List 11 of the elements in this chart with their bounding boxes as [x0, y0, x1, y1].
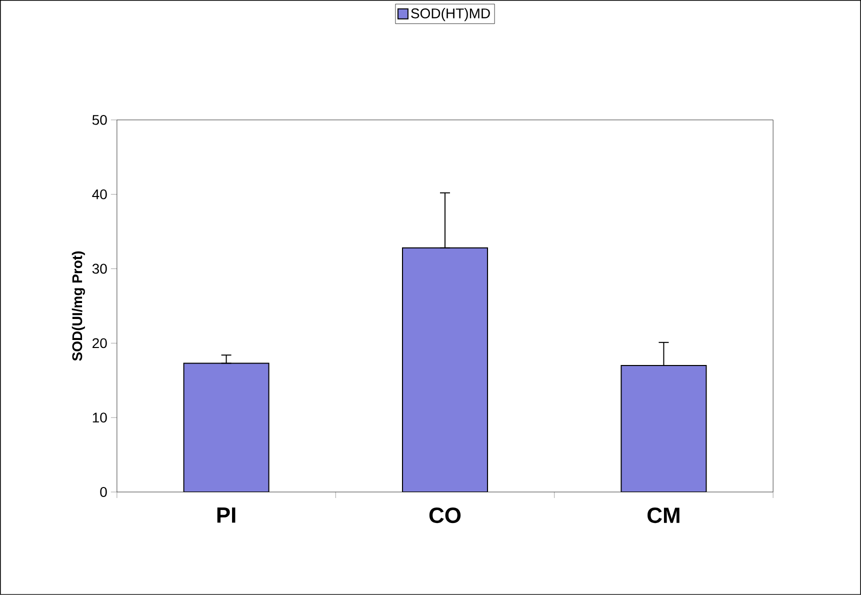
x-tick-label: CO	[429, 508, 461, 524]
x-tick-label: PI	[217, 508, 236, 523]
y-tick-label: 20	[92, 338, 107, 348]
y-tick-label: 0	[100, 487, 107, 497]
y-tick-label: 10	[92, 412, 107, 423]
y-tick-label: 50	[92, 114, 107, 125]
x-tick-label: CM	[648, 508, 680, 524]
legend-label: SOD(HT)MD	[411, 8, 490, 22]
y-tick-label: 30	[92, 264, 107, 274]
y-axis-title: SOD(UI/mg Prot)	[72, 251, 85, 361]
y-tick-label: 40	[92, 189, 107, 200]
